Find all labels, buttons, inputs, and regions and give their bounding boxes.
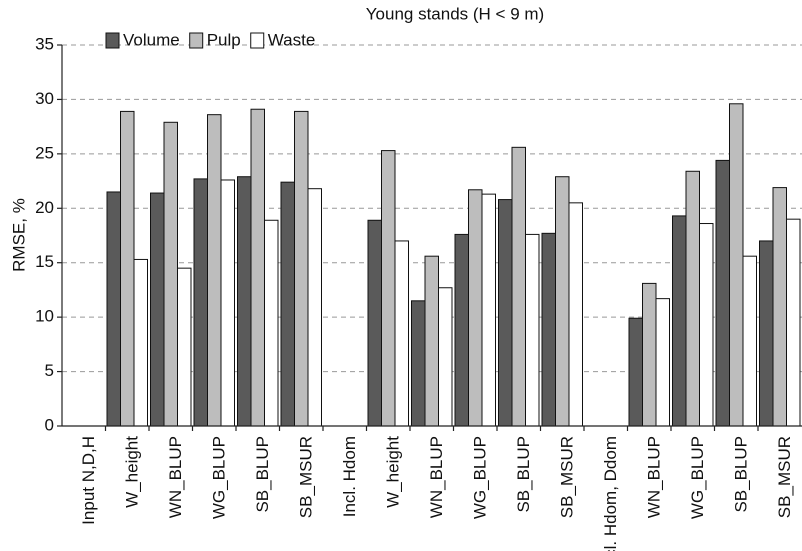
bar <box>685 170 700 427</box>
bar <box>786 218 801 427</box>
x-tick-label: ncl. Hdom, Ddom <box>601 436 620 551</box>
bar <box>250 108 265 427</box>
bar <box>438 287 453 427</box>
y-tick-label: 35 <box>35 34 54 53</box>
bar <box>120 110 135 427</box>
bar <box>411 300 426 427</box>
bar <box>237 176 252 427</box>
x-tick-label: WG_BLUP <box>688 436 707 519</box>
bar <box>367 219 382 427</box>
y-tick-label: 15 <box>35 252 54 271</box>
bar <box>642 282 657 427</box>
x-tick-label: Input N,D,H <box>79 436 98 525</box>
bar <box>568 202 583 427</box>
x-tick-label: W_height <box>123 436 142 508</box>
bar <box>394 240 409 427</box>
bar <box>307 188 322 427</box>
x-tick-label: WN_BLUP <box>427 436 446 518</box>
y-tick-label: 30 <box>35 89 54 108</box>
x-tick-label: W_height <box>384 436 403 508</box>
legend-swatch <box>250 32 265 49</box>
bar <box>280 181 295 427</box>
bar <box>454 233 469 427</box>
bar <box>525 233 540 427</box>
bar <box>699 223 714 427</box>
y-tick-label: 10 <box>35 307 54 326</box>
legend-label: Pulp <box>207 30 241 49</box>
bar <box>628 317 643 427</box>
x-tick-label: SB_MSUR <box>775 436 794 518</box>
y-tick-label: 25 <box>35 143 54 162</box>
bar <box>481 193 496 427</box>
legend-swatch <box>105 32 120 49</box>
bar <box>106 191 121 427</box>
x-tick-label: WN_BLUP <box>166 436 185 518</box>
bar <box>220 179 235 427</box>
bar <box>163 121 178 427</box>
y-tick-label: 20 <box>35 198 54 217</box>
bar <box>294 110 309 427</box>
bar <box>511 146 526 427</box>
x-tick-label: Incl. Hdom <box>340 436 359 517</box>
bar <box>759 240 774 427</box>
x-tick-label: SB_MSUR <box>558 436 577 518</box>
y-tick-label: 5 <box>45 361 54 380</box>
bar <box>715 159 730 427</box>
bar <box>193 178 208 427</box>
bar <box>133 258 148 427</box>
x-tick-label: SB_BLUP <box>253 436 272 513</box>
bar <box>264 219 279 427</box>
x-tick-label: SB_BLUP <box>514 436 533 513</box>
legend-swatch <box>189 32 204 49</box>
x-tick-label: WG_BLUP <box>210 436 229 519</box>
x-tick-label: WG_BLUP <box>471 436 490 519</box>
x-tick-label: SB_BLUP <box>732 436 751 513</box>
bar <box>150 192 165 427</box>
bar <box>742 255 757 427</box>
x-tick-label: WN_BLUP <box>645 436 664 518</box>
bar <box>424 255 439 427</box>
bar <box>672 215 687 427</box>
bar <box>498 199 513 427</box>
bar <box>381 150 396 427</box>
bar <box>207 114 222 427</box>
bar <box>772 187 787 427</box>
bar <box>177 267 192 427</box>
bar <box>655 298 670 427</box>
x-tick-label: SB_MSUR <box>297 436 316 518</box>
y-axis-label: RMSE, % <box>9 198 28 272</box>
legend-label: Volume <box>123 30 180 49</box>
bar <box>541 232 556 427</box>
chart-title: Young stands (H < 9 m) <box>366 4 544 23</box>
bar <box>468 189 483 427</box>
bar <box>729 103 744 427</box>
legend-label: Waste <box>268 30 316 49</box>
y-tick-label: 0 <box>45 415 54 434</box>
bar <box>555 176 570 427</box>
